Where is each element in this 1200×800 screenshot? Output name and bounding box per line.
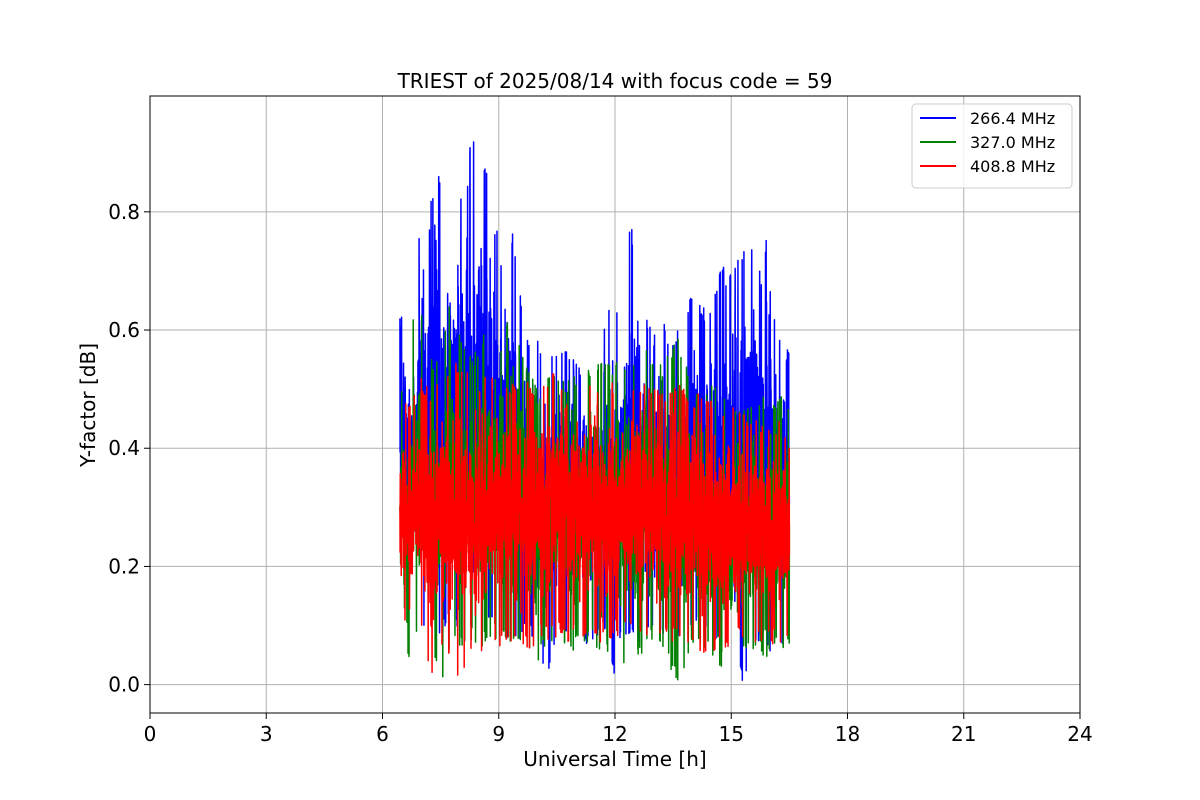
x-tick-label: 15 <box>719 722 744 746</box>
y-axis-title: Y-factor [dB] <box>76 343 100 468</box>
y-tick-label: 0.6 <box>108 318 140 342</box>
x-tick-label: 6 <box>376 722 389 746</box>
legend-label: 327.0 MHz <box>970 133 1055 152</box>
x-tick-label: 21 <box>951 722 976 746</box>
x-tick-label: 9 <box>492 722 505 746</box>
plot-area <box>399 141 791 681</box>
legend-label: 266.4 MHz <box>970 109 1055 128</box>
y-tick-label: 0.0 <box>108 673 140 697</box>
y-axis: 0.0 0.2 0.4 0.6 0.8 <box>108 200 150 697</box>
x-tick-label: 18 <box>835 722 860 746</box>
x-tick-label: 24 <box>1067 722 1092 746</box>
x-tick-label: 12 <box>602 722 627 746</box>
y-tick-label: 0.4 <box>108 436 140 460</box>
x-tick-label: 3 <box>260 722 273 746</box>
y-tick-label: 0.2 <box>108 554 140 578</box>
x-tick-label: 0 <box>144 722 157 746</box>
y-tick-label: 0.8 <box>108 200 140 224</box>
series-layer <box>399 141 791 681</box>
x-axis: 0 3 6 9 12 15 18 21 24 <box>144 713 1093 746</box>
legend-label: 408.8 MHz <box>970 157 1055 176</box>
series-line-3 <box>399 362 791 676</box>
chart-title: TRIEST of 2025/08/14 with focus code = 5… <box>397 69 833 93</box>
x-axis-title: Universal Time [h] <box>523 747 706 771</box>
legend: 266.4 MHz 327.0 MHz 408.8 MHz <box>911 103 1073 189</box>
